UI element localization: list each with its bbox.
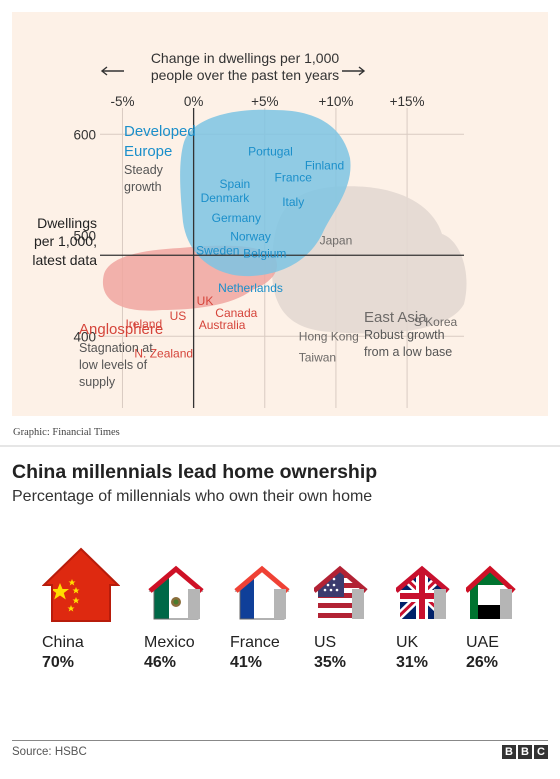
footer-divider — [12, 740, 548, 741]
point-label-belgium: Belgium — [243, 246, 286, 260]
country-name: France — [230, 634, 280, 651]
x-tick-label: 0% — [184, 94, 204, 109]
group-title-anglo: Anglosphere — [79, 321, 163, 338]
point-label-s-korea: S Korea — [414, 315, 458, 329]
left-arrow-icon — [100, 66, 124, 76]
point-label-norway: Norway — [230, 229, 271, 243]
point-label-spain: Spain — [220, 177, 251, 191]
x-tick-label: -5% — [110, 94, 134, 109]
bbc-logo-letter: B — [518, 745, 532, 759]
y-tick-label: 600 — [73, 127, 96, 142]
point-label-uk: UK — [197, 294, 214, 308]
point-label-canada: Canada — [215, 306, 257, 320]
y-tick-label: 400 — [73, 329, 96, 344]
country-name: US — [314, 634, 337, 651]
group-note-asia-1: Robust growth — [364, 328, 445, 342]
country-name: China — [42, 634, 84, 651]
ownership-percent: 31% — [396, 654, 429, 671]
x-tick-label: +5% — [251, 94, 278, 109]
source-note: Source: HSBC — [12, 746, 87, 758]
point-label-taiwan: Taiwan — [299, 350, 336, 364]
bbc-chart-subtitle: Percentage of millennials who own their … — [12, 488, 373, 505]
uae-flag-house-icon — [466, 565, 516, 619]
ownership-percent: 70% — [42, 654, 75, 671]
x-tick-label: +10% — [318, 94, 353, 109]
developed-europe-region — [180, 109, 351, 277]
point-label-portugal: Portugal — [248, 144, 293, 158]
point-label-netherlands: Netherlands — [218, 281, 283, 295]
point-label-japan: Japan — [320, 233, 353, 247]
left-axis-label-line-3: latest data — [32, 252, 97, 268]
point-label-ireland: Ireland — [125, 317, 162, 331]
group-note-anglo-2: low levels of — [79, 358, 148, 372]
house-us: US 35% — [314, 545, 394, 672]
point-label-germany: Germany — [212, 211, 261, 225]
group-note-europe-2: growth — [124, 180, 162, 194]
group-note-anglo-3: supply — [79, 375, 116, 389]
bbc-logo: B B C — [502, 745, 548, 759]
axes: -5% 0% +5% +10% +15% 400 500 600 — [73, 94, 464, 408]
ownership-percent: 41% — [230, 654, 263, 671]
group-anglosphere: Anglosphere Stagnation at low levels of … — [79, 321, 163, 389]
ft-scatter-chart: -5% 0% +5% +10% +15% 400 500 600 Portugal Finlan… — [12, 12, 548, 416]
uk-flag-house-icon — [396, 565, 450, 619]
left-axis-label-line-2: per 1,000, — [34, 233, 97, 249]
point-label-us: US — [170, 309, 187, 323]
house-uae: UAE 26% — [466, 545, 546, 672]
bbc-logo-letter: B — [502, 745, 516, 759]
group-regions — [102, 109, 467, 334]
us-flag-house-icon — [314, 565, 368, 619]
chart-credit: Graphic: Financial Times — [13, 427, 120, 438]
bbc-chart-title: China millennials lead home ownership — [12, 461, 378, 483]
group-note-anglo-1: Stagnation at — [79, 341, 153, 355]
group-developed-europe: Developed Europe Steady growth — [124, 123, 196, 194]
x-tick-label: +15% — [390, 94, 425, 109]
point-label-denmark: Denmark — [201, 191, 251, 205]
left-axis-title: Dwellings per 1,000, latest data — [32, 215, 97, 268]
group-east-asia: East Asia Robust growth from a low base — [364, 309, 452, 359]
house-uk: UK 31% — [396, 545, 476, 672]
house-france: France 41% — [230, 545, 310, 672]
group-note-asia-2: from a low base — [364, 345, 452, 359]
point-label-italy: Italy — [282, 195, 304, 209]
france-flag-house-icon — [234, 565, 290, 620]
house-china: China 70% — [42, 545, 122, 672]
top-axis-title: Change in dwellings per 1,000 people ove… — [100, 50, 366, 83]
mexico-flag-house-icon — [148, 565, 204, 620]
china-flag-house-icon — [42, 547, 120, 622]
point-label-sweden: Sweden — [196, 243, 239, 257]
top-axis-label-line-1: Change in dwellings per 1,000 — [151, 50, 340, 66]
group-title-europe-2: Europe — [124, 143, 172, 160]
ownership-percent: 46% — [144, 654, 177, 671]
point-label-france: France — [275, 171, 313, 185]
point-label-n-zealand: N. Zealand — [134, 346, 193, 360]
group-title-europe-1: Developed — [124, 123, 196, 140]
group-note-europe-1: Steady — [124, 163, 164, 177]
point-label-australia: Australia — [199, 318, 246, 332]
group-title-asia: East Asia — [364, 309, 427, 326]
section-divider — [0, 445, 560, 447]
point-label-hong-kong: Hong Kong — [299, 329, 359, 343]
ownership-percent: 26% — [466, 654, 499, 671]
left-axis-label-line-1: Dwellings — [37, 215, 97, 231]
right-arrow-icon — [342, 66, 366, 76]
house-mexico: Mexico 46% — [144, 545, 224, 672]
country-name: Mexico — [144, 634, 195, 651]
country-name: UK — [396, 634, 419, 651]
bbc-logo-letter: C — [534, 745, 548, 759]
top-axis-label-line-2: people over the past ten years — [151, 67, 339, 83]
y-tick-label: 500 — [73, 228, 96, 243]
ownership-percent: 35% — [314, 654, 347, 671]
point-label-finland: Finland — [305, 159, 344, 173]
country-name: UAE — [466, 634, 499, 651]
